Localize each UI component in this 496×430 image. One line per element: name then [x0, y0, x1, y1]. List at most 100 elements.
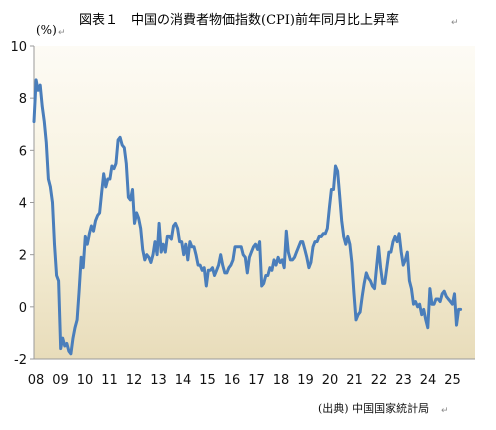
chart-title: 図表１ 中国の消費者物価指数(CPI)前年同月比上昇率 — [79, 12, 399, 28]
data-point — [338, 193, 341, 196]
data-point — [246, 271, 249, 275]
data-point — [170, 237, 173, 241]
data-point — [365, 271, 368, 275]
data-point — [254, 243, 257, 246]
x-tick-label: 16 — [224, 373, 241, 388]
data-point — [266, 274, 269, 277]
data-point — [192, 245, 196, 248]
data-point — [143, 258, 146, 262]
data-point — [190, 245, 194, 248]
data-point — [276, 256, 280, 259]
data-point — [223, 271, 226, 275]
data-point — [100, 190, 103, 194]
data-point — [328, 206, 331, 209]
data-point — [383, 282, 386, 285]
data-point — [274, 263, 278, 267]
data-point — [116, 138, 120, 142]
data-point — [373, 287, 376, 290]
y-tick-label: -2 — [14, 353, 27, 368]
data-point — [194, 253, 198, 256]
data-point — [303, 248, 306, 251]
data-point — [402, 263, 405, 267]
data-point — [367, 276, 370, 280]
data-point — [256, 248, 259, 251]
data-point — [75, 318, 79, 322]
data-point — [270, 269, 274, 272]
data-point — [174, 222, 177, 225]
data-point — [80, 256, 83, 259]
data-point — [131, 188, 134, 191]
title-return-mark: ↵ — [451, 18, 459, 28]
data-point — [84, 235, 87, 238]
data-point — [283, 266, 286, 269]
data-point — [227, 266, 231, 269]
source-note: (出典) 中国国家統計局 — [318, 401, 429, 415]
data-point — [369, 279, 372, 282]
data-point — [180, 240, 183, 243]
data-point — [160, 250, 163, 254]
data-point — [301, 240, 304, 243]
data-point — [291, 258, 294, 262]
data-point — [139, 227, 142, 230]
data-point — [248, 256, 251, 259]
data-point — [201, 269, 204, 272]
data-point — [71, 336, 75, 340]
data-point — [147, 256, 151, 259]
data-point — [422, 308, 425, 311]
data-point — [375, 266, 378, 269]
data-point — [121, 143, 124, 147]
data-point — [237, 245, 241, 248]
x-axis-ticks: 08 09 10 11 12 13 14 15 16 17 18 19 20 21 22 23 24 25 — [28, 373, 461, 388]
data-point — [400, 250, 403, 254]
data-point — [315, 240, 319, 243]
data-point — [356, 313, 360, 316]
data-point — [49, 185, 52, 189]
data-point — [157, 222, 161, 225]
data-point — [32, 120, 36, 123]
x-tick-label: 21 — [346, 373, 363, 388]
data-point — [387, 250, 391, 254]
y-tick-label: 8 — [19, 92, 27, 107]
data-point — [420, 313, 423, 316]
data-point — [34, 78, 38, 82]
plot-area — [34, 46, 475, 359]
data-point — [129, 198, 132, 202]
data-point — [112, 167, 116, 170]
data-point — [151, 253, 155, 256]
y-tick-label: 6 — [19, 144, 27, 159]
data-point — [389, 250, 393, 254]
data-point — [203, 266, 206, 269]
data-point — [221, 263, 224, 267]
data-point — [59, 347, 62, 350]
x-tick-label: 08 — [28, 373, 45, 388]
data-point — [145, 253, 148, 256]
data-point — [231, 258, 235, 262]
data-point — [299, 240, 302, 243]
data-point — [289, 258, 292, 262]
data-point — [324, 232, 327, 235]
data-point — [344, 243, 347, 246]
data-point — [354, 318, 358, 322]
data-point — [149, 261, 153, 264]
data-point — [96, 214, 99, 217]
data-point — [311, 245, 315, 248]
data-point — [307, 266, 311, 269]
data-point — [47, 177, 50, 181]
data-point — [352, 292, 356, 295]
data-point — [287, 250, 290, 254]
x-tick-label: 19 — [297, 373, 314, 388]
y-axis-ticks: -2 0 2 4 6 8 10 — [10, 40, 34, 368]
data-point — [332, 188, 335, 191]
data-point — [127, 196, 130, 199]
x-tick-label: 24 — [420, 373, 437, 388]
data-point — [281, 258, 284, 262]
data-point — [164, 250, 167, 254]
data-point — [293, 256, 296, 259]
data-point — [41, 104, 44, 108]
data-point — [322, 232, 325, 235]
data-point — [363, 282, 366, 285]
x-tick-label: 25 — [444, 373, 461, 388]
data-point — [98, 211, 101, 215]
data-point — [371, 284, 374, 288]
